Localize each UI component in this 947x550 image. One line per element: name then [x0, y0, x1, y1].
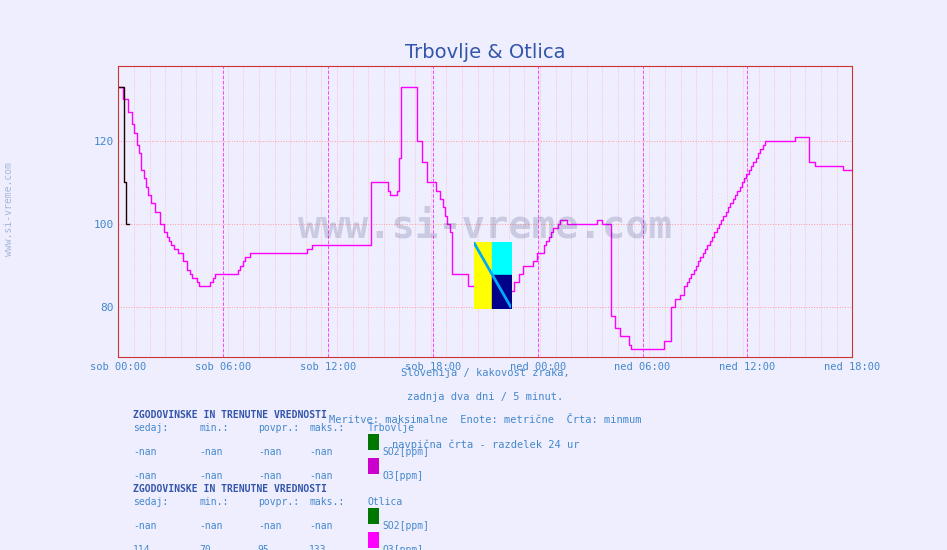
- Text: povpr.:: povpr.:: [258, 424, 299, 433]
- Text: min.:: min.:: [199, 424, 228, 433]
- Text: -nan: -nan: [258, 521, 281, 531]
- Text: -nan: -nan: [133, 447, 156, 457]
- Text: www.si-vreme.com: www.si-vreme.com: [298, 207, 672, 245]
- Text: -nan: -nan: [309, 521, 332, 531]
- Text: maks.:: maks.:: [309, 424, 345, 433]
- Text: -nan: -nan: [133, 521, 156, 531]
- Text: 95: 95: [258, 545, 270, 550]
- Text: min.:: min.:: [199, 497, 228, 508]
- Text: SO2[ppm]: SO2[ppm]: [383, 447, 430, 457]
- FancyBboxPatch shape: [367, 508, 379, 524]
- Text: navpična črta - razdelek 24 ur: navpična črta - razdelek 24 ur: [392, 439, 579, 450]
- Text: -nan: -nan: [199, 447, 223, 457]
- Text: Trbovlje: Trbovlje: [367, 424, 415, 433]
- FancyBboxPatch shape: [367, 434, 379, 450]
- Text: sedaj:: sedaj:: [133, 497, 169, 508]
- Title: Trbovlje & Otlica: Trbovlje & Otlica: [405, 43, 565, 62]
- Text: maks.:: maks.:: [309, 497, 345, 508]
- Text: -nan: -nan: [258, 471, 281, 481]
- Text: -nan: -nan: [258, 447, 281, 457]
- Text: -nan: -nan: [199, 471, 223, 481]
- FancyBboxPatch shape: [367, 532, 379, 548]
- FancyBboxPatch shape: [367, 458, 379, 474]
- Text: O3[ppm]: O3[ppm]: [383, 471, 423, 481]
- Text: povpr.:: povpr.:: [258, 497, 299, 508]
- Text: ZGODOVINSKE IN TRENUTNE VREDNOSTI: ZGODOVINSKE IN TRENUTNE VREDNOSTI: [133, 410, 327, 420]
- Text: -nan: -nan: [199, 521, 223, 531]
- Text: sedaj:: sedaj:: [133, 424, 169, 433]
- Text: Meritve: maksimalne  Enote: metrične  Črta: minmum: Meritve: maksimalne Enote: metrične Črta…: [330, 415, 641, 425]
- Text: zadnja dva dni / 5 minut.: zadnja dva dni / 5 minut.: [407, 392, 563, 402]
- Text: 70: 70: [199, 545, 211, 550]
- Text: O3[ppm]: O3[ppm]: [383, 545, 423, 550]
- Text: www.si-vreme.com: www.si-vreme.com: [5, 162, 14, 256]
- Text: ZGODOVINSKE IN TRENUTNE VREDNOSTI: ZGODOVINSKE IN TRENUTNE VREDNOSTI: [133, 484, 327, 494]
- Text: -nan: -nan: [133, 471, 156, 481]
- Text: 133: 133: [309, 545, 327, 550]
- Text: Slovenija / kakovost zraka,: Slovenija / kakovost zraka,: [401, 368, 570, 378]
- Text: 114: 114: [133, 545, 151, 550]
- Text: -nan: -nan: [309, 447, 332, 457]
- Text: -nan: -nan: [309, 471, 332, 481]
- Text: Otlica: Otlica: [367, 497, 403, 508]
- Text: SO2[ppm]: SO2[ppm]: [383, 521, 430, 531]
